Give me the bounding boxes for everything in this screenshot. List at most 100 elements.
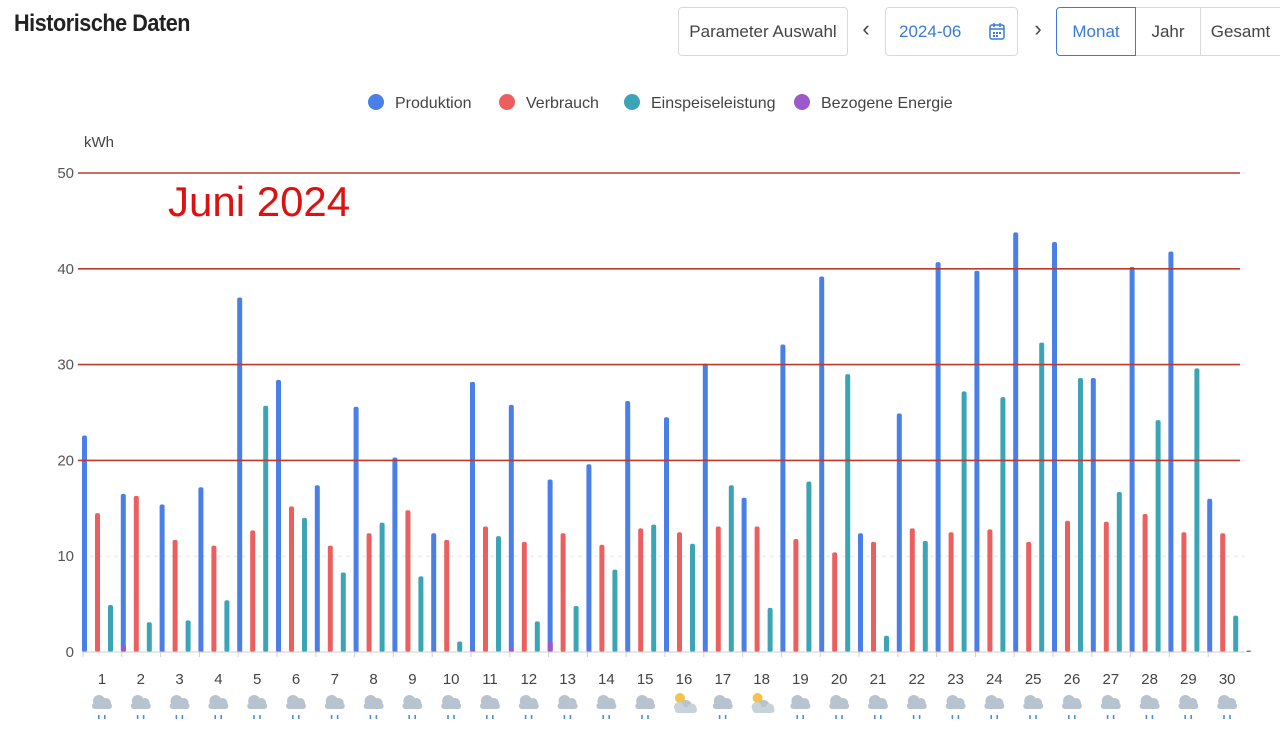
bar-produktion bbox=[1207, 498, 1213, 652]
cloud-rain-icon bbox=[1217, 695, 1238, 719]
cloud-rain-icon bbox=[712, 695, 733, 719]
x-tick-label: 9 bbox=[408, 671, 416, 688]
calendar-icon[interactable] bbox=[989, 22, 1005, 40]
cloud-rain-icon bbox=[480, 695, 500, 719]
bar-produktion bbox=[1013, 232, 1019, 652]
bar-bezogene-energie bbox=[547, 641, 553, 652]
bar-produktion bbox=[1129, 266, 1135, 652]
bar-produktion bbox=[82, 435, 87, 652]
bar-einspeiseleistung bbox=[185, 620, 191, 652]
bar-einspeiseleistung bbox=[922, 540, 928, 652]
cloud-rain-icon bbox=[1023, 695, 1044, 719]
view-mode-toggle: Monat Jahr Gesamt bbox=[1056, 7, 1280, 56]
legend-label: Verbrauch bbox=[526, 95, 599, 112]
legend-label: Einspeiseleistung bbox=[651, 95, 776, 112]
x-tick-label: 16 bbox=[676, 671, 693, 688]
chevron-right-icon[interactable]: › bbox=[1034, 16, 1042, 41]
bar-einspeiseleistung bbox=[767, 607, 773, 652]
x-tick-label: 28 bbox=[1141, 671, 1158, 688]
month-picker-input[interactable]: 2024-06 bbox=[885, 7, 1018, 56]
x-tick-label: 3 bbox=[175, 671, 183, 688]
bar-produktion bbox=[1090, 378, 1096, 652]
bar-einspeiseleistung bbox=[534, 621, 540, 652]
y-tick-label: 20 bbox=[57, 452, 74, 469]
bar-bezogene-energie bbox=[1246, 650, 1252, 652]
legend-marker bbox=[368, 94, 384, 110]
bar-einspeiseleistung bbox=[961, 391, 967, 652]
bar-einspeiseleistung bbox=[1000, 397, 1006, 652]
bar-verbrauch bbox=[521, 541, 527, 652]
bar-verbrauch bbox=[1181, 532, 1187, 652]
x-tick-label: 1 bbox=[98, 671, 106, 688]
bar-verbrauch bbox=[405, 510, 411, 652]
x-tick-label: 19 bbox=[792, 671, 809, 688]
bar-produktion bbox=[276, 379, 281, 652]
bar-produktion bbox=[431, 533, 437, 652]
bar-produktion bbox=[858, 533, 863, 652]
cloud-rain-icon bbox=[441, 695, 462, 719]
y-axis-label: kWh bbox=[84, 134, 114, 151]
view-month-button[interactable]: Monat bbox=[1056, 7, 1136, 56]
page-title: Historische Daten bbox=[14, 10, 191, 37]
view-total-button[interactable]: Gesamt bbox=[1201, 7, 1280, 56]
cloud-rain-icon bbox=[130, 695, 151, 719]
bar-einspeiseleistung bbox=[340, 572, 346, 652]
cloud-rain-icon bbox=[945, 695, 966, 719]
legend-item[interactable]: Einspeiseleistung bbox=[624, 94, 776, 112]
parameter-select-button[interactable]: Parameter Auswahl bbox=[678, 7, 848, 56]
chart-annotation: Juni 2024 bbox=[168, 178, 350, 225]
bar-verbrauch bbox=[289, 506, 294, 652]
bar-produktion bbox=[547, 479, 553, 652]
bar-einspeiseleistung bbox=[1233, 615, 1239, 652]
cloud-rain-icon bbox=[635, 695, 656, 719]
x-tick-label: 21 bbox=[870, 671, 887, 688]
view-year-button[interactable]: Jahr bbox=[1136, 7, 1201, 56]
cloud-rain-icon bbox=[324, 695, 345, 719]
bar-einspeiseleistung bbox=[612, 569, 618, 652]
bar-verbrauch bbox=[250, 530, 256, 652]
bar-einspeiseleistung bbox=[1039, 342, 1045, 652]
bar-verbrauch bbox=[560, 533, 566, 652]
bar-produktion bbox=[470, 381, 475, 652]
chevron-left-icon[interactable]: ‹ bbox=[862, 16, 870, 41]
x-tick-label: 23 bbox=[947, 671, 964, 688]
bar-verbrauch bbox=[444, 539, 450, 652]
bar-verbrauch bbox=[1065, 520, 1070, 652]
bar-einspeiseleistung bbox=[379, 522, 385, 652]
cloud-rain-icon bbox=[557, 695, 578, 719]
bar-verbrauch bbox=[211, 545, 217, 652]
bar-bezogene-energie bbox=[509, 648, 514, 652]
bar-produktion bbox=[702, 363, 708, 652]
bar-einspeiseleistung bbox=[884, 635, 889, 652]
y-tick-label: 30 bbox=[57, 357, 74, 374]
legend-item[interactable]: Bezogene Energie bbox=[794, 94, 953, 112]
y-tick-label: 40 bbox=[57, 261, 74, 278]
x-tick-label: 20 bbox=[831, 671, 848, 688]
legend-item[interactable]: Produktion bbox=[368, 94, 472, 112]
legend-marker bbox=[499, 94, 515, 110]
cloud-rain-icon bbox=[169, 695, 190, 719]
y-tick-label: 0 bbox=[66, 644, 74, 661]
x-tick-label: 13 bbox=[559, 671, 576, 688]
bar-verbrauch bbox=[1026, 541, 1032, 652]
legend-marker bbox=[794, 94, 810, 110]
bar-verbrauch bbox=[677, 532, 682, 652]
bar-verbrauch bbox=[909, 528, 915, 652]
cloud-rain-icon bbox=[790, 695, 811, 719]
bar-bezogene-energie bbox=[121, 645, 126, 652]
x-tick-label: 4 bbox=[214, 671, 222, 688]
cloud-rain-icon bbox=[402, 695, 423, 719]
bar-produktion bbox=[198, 487, 204, 652]
x-tick-label: 27 bbox=[1102, 671, 1119, 688]
cloud-rain-icon bbox=[829, 695, 850, 719]
x-tick-label: 30 bbox=[1219, 671, 1236, 688]
x-tick-label: 29 bbox=[1180, 671, 1197, 688]
bar-verbrauch bbox=[172, 539, 178, 652]
x-tick-label: 8 bbox=[369, 671, 377, 688]
bar-produktion bbox=[780, 344, 786, 652]
legend-item[interactable]: Verbrauch bbox=[499, 94, 599, 112]
x-tick-label: 24 bbox=[986, 671, 1003, 688]
cloud-rain-icon bbox=[1062, 695, 1082, 719]
bar-verbrauch bbox=[987, 529, 993, 652]
